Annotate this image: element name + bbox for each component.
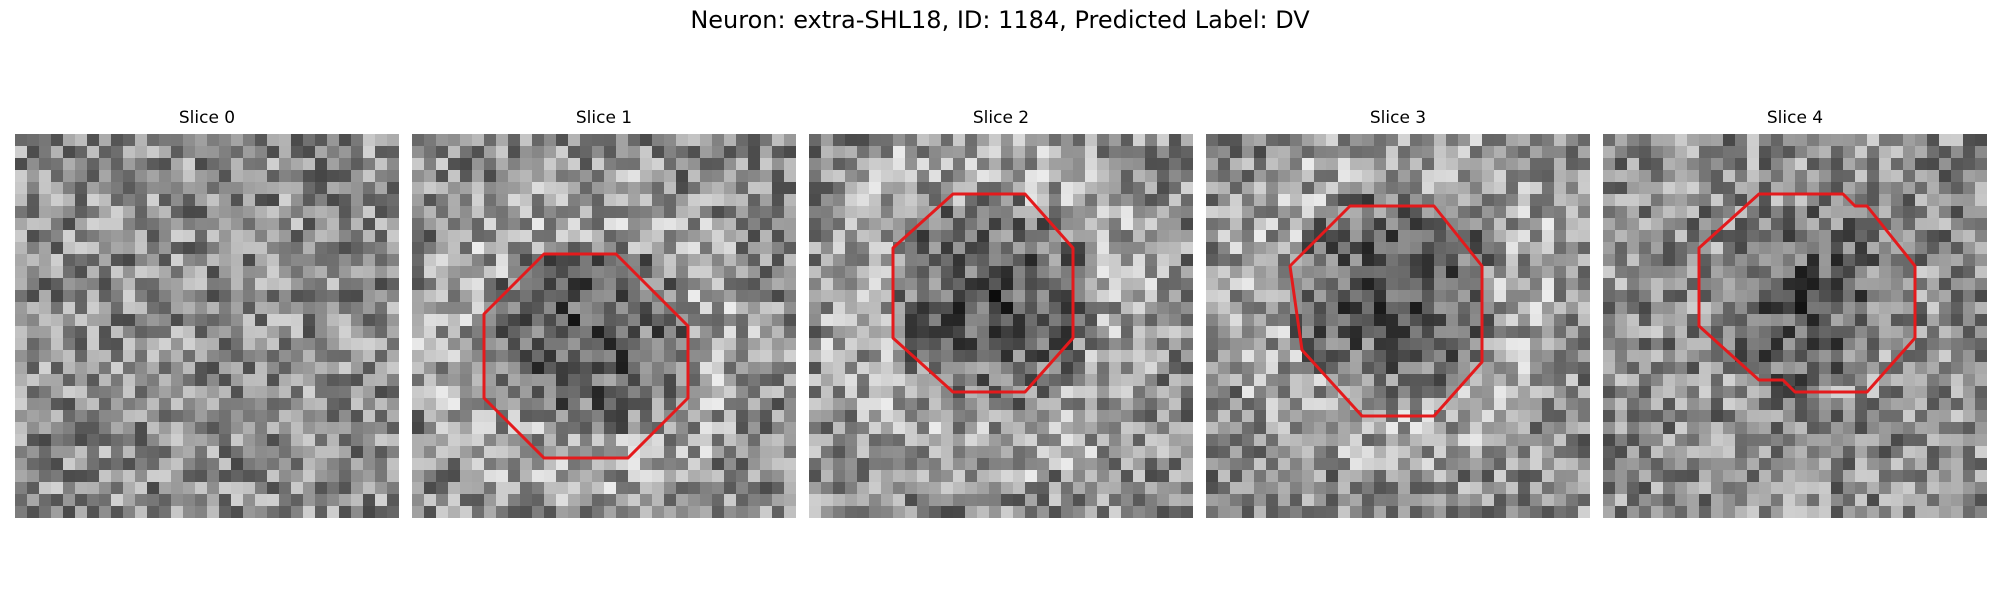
roi-contour — [1697, 192, 1917, 394]
slice-image — [15, 134, 399, 518]
roi-contour — [482, 252, 690, 460]
slice-image — [809, 134, 1193, 518]
slice-title: Slice 2 — [972, 108, 1030, 128]
roi-contour-overlay — [482, 252, 690, 460]
roi-contour-overlay — [15, 134, 399, 518]
roi-contour — [891, 192, 1075, 394]
slice-title: Slice 4 — [1766, 108, 1824, 128]
slice-title: Slice 3 — [1369, 108, 1427, 128]
slice-grayscale-image — [1603, 134, 1987, 518]
slice-title: Slice 1 — [575, 108, 633, 128]
slice-image — [1206, 134, 1590, 518]
slice-image — [412, 134, 796, 518]
slice-grayscale-image — [809, 134, 1193, 518]
figure-title: Neuron: extra-SHL18, ID: 1184, Predicted… — [690, 6, 1310, 34]
slice-image — [1603, 134, 1987, 518]
slice-grayscale-image — [15, 134, 399, 518]
slice-grayscale-image — [412, 134, 796, 518]
roi-contour-overlay — [1288, 204, 1484, 418]
roi-contour-overlay — [891, 192, 1075, 394]
roi-contour-overlay — [1697, 192, 1917, 394]
slice-title: Slice 0 — [178, 108, 236, 128]
roi-contour — [1288, 204, 1484, 418]
slice-grayscale-image — [1206, 134, 1590, 518]
